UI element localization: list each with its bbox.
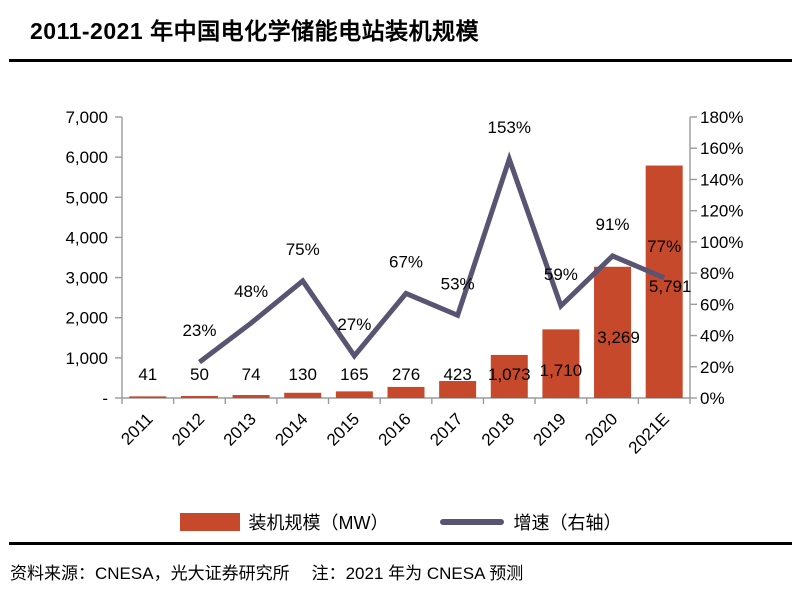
- forecast-note: 注：2021 年为 CNESA 预测: [311, 564, 524, 583]
- svg-text:53%: 53%: [441, 274, 475, 293]
- svg-text:6,000: 6,000: [65, 148, 108, 167]
- svg-text:59%: 59%: [544, 265, 578, 284]
- svg-text:5,000: 5,000: [65, 188, 108, 207]
- svg-text:2013: 2013: [220, 409, 260, 449]
- svg-text:165: 165: [340, 365, 368, 384]
- svg-text:130: 130: [289, 365, 317, 384]
- svg-text:41: 41: [138, 365, 157, 384]
- legend-item-bar: 装机规模（MW）: [179, 509, 389, 535]
- svg-text:74: 74: [242, 365, 261, 384]
- legend-line-label: 增速（右轴）: [513, 513, 622, 533]
- svg-text:75%: 75%: [286, 240, 320, 259]
- svg-text:2018: 2018: [478, 409, 518, 449]
- svg-text:2020: 2020: [581, 409, 621, 449]
- svg-text:1,000: 1,000: [65, 349, 108, 368]
- svg-text:20%: 20%: [700, 358, 734, 377]
- svg-text:23%: 23%: [182, 321, 216, 340]
- svg-text:40%: 40%: [700, 327, 734, 346]
- svg-text:2,000: 2,000: [65, 309, 108, 328]
- svg-text:2017: 2017: [426, 409, 466, 449]
- svg-text:140%: 140%: [700, 170, 743, 189]
- source-note: 资料来源：CNESA，光大证券研究所: [10, 564, 290, 583]
- svg-text:50: 50: [190, 365, 209, 384]
- svg-text:80%: 80%: [700, 264, 734, 283]
- svg-text:91%: 91%: [596, 215, 630, 234]
- bar-series-swatch-icon: [179, 513, 240, 531]
- svg-text:2011: 2011: [117, 409, 156, 448]
- svg-text:2015: 2015: [323, 409, 363, 449]
- chart-title: 2011-2021 年中国电化学储能电站装机规模: [30, 18, 480, 44]
- svg-text:1,073: 1,073: [488, 365, 531, 384]
- footer: 资料来源：CNESA，光大证券研究所 注：2021 年为 CNESA 预测: [10, 559, 790, 584]
- legend-bar-label: 装机规模（MW）: [248, 513, 389, 533]
- line-series-swatch-icon: [440, 519, 505, 525]
- svg-text:5,791: 5,791: [649, 277, 692, 296]
- svg-text:2016: 2016: [375, 409, 415, 449]
- chart-legend: 装机规模（MW） 增速（右轴）: [0, 507, 801, 537]
- svg-text:3,000: 3,000: [65, 269, 108, 288]
- svg-text:160%: 160%: [700, 139, 743, 158]
- svg-text:60%: 60%: [700, 295, 734, 314]
- title-divider: [9, 59, 792, 62]
- svg-text:1,710: 1,710: [540, 361, 583, 380]
- svg-text:3,269: 3,269: [597, 328, 640, 347]
- svg-text:67%: 67%: [389, 252, 423, 271]
- footer-divider: [9, 542, 792, 545]
- svg-text:0%: 0%: [700, 389, 725, 408]
- legend-item-line: 增速（右轴）: [440, 509, 621, 535]
- svg-text:423: 423: [443, 365, 471, 384]
- svg-text:2012: 2012: [168, 409, 208, 449]
- svg-text:2019: 2019: [530, 409, 570, 449]
- svg-text:2021E: 2021E: [625, 409, 673, 457]
- svg-text:2014: 2014: [271, 409, 311, 449]
- svg-text:100%: 100%: [700, 233, 743, 252]
- svg-text:120%: 120%: [700, 202, 743, 221]
- svg-text:77%: 77%: [647, 237, 681, 256]
- svg-text:4,000: 4,000: [65, 228, 108, 247]
- svg-text:180%: 180%: [700, 108, 743, 127]
- svg-text:7,000: 7,000: [65, 108, 108, 127]
- svg-text:-: -: [102, 389, 108, 408]
- svg-text:153%: 153%: [488, 118, 531, 137]
- svg-text:48%: 48%: [234, 282, 268, 301]
- svg-text:276: 276: [392, 365, 420, 384]
- svg-text:27%: 27%: [337, 315, 371, 334]
